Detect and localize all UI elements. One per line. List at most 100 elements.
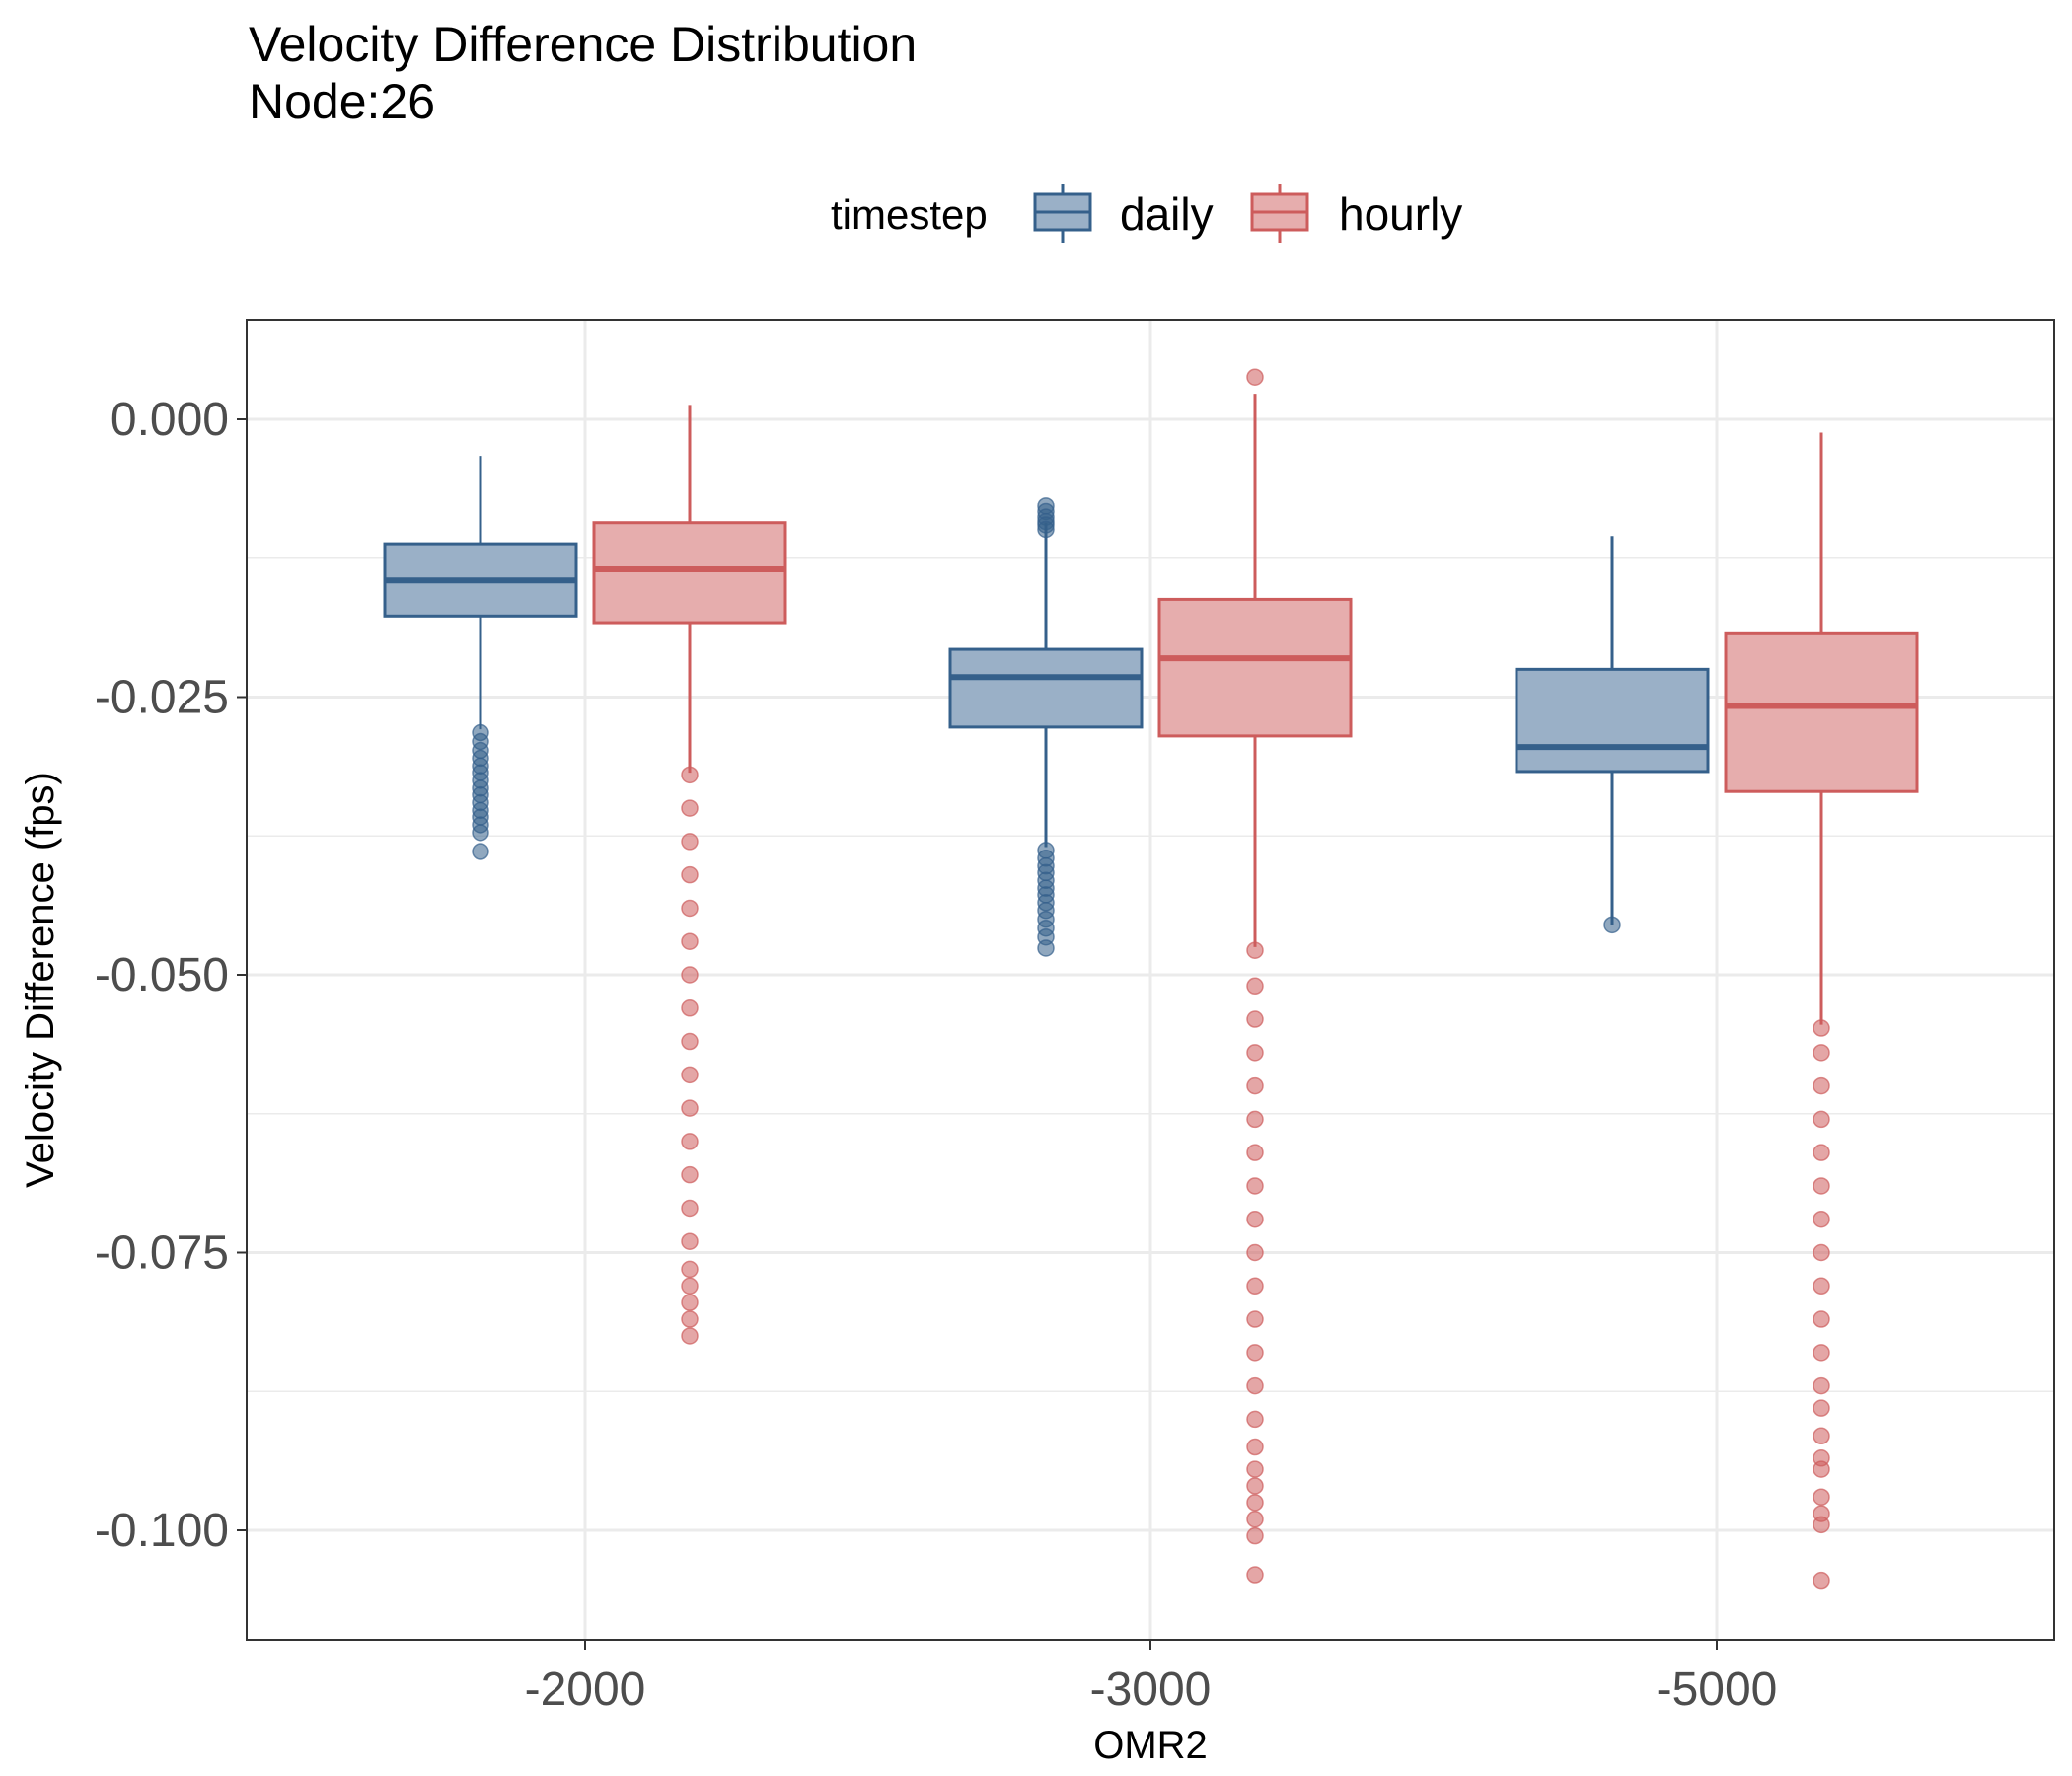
outlier-point (1246, 1438, 1264, 1456)
y-tick-label: -0.075 (95, 1227, 229, 1280)
outlier-point (1246, 1144, 1264, 1161)
outlier-point (1246, 941, 1264, 959)
y-tick-label: -0.050 (95, 949, 229, 1001)
outlier-point (1246, 1210, 1264, 1228)
box-iqr (948, 647, 1144, 729)
outlier-point (681, 1260, 699, 1279)
outlier-point (681, 833, 699, 851)
legend-key-hourly (1250, 184, 1309, 243)
x-tick-label: -2000 (525, 1664, 646, 1716)
x-axis-label: OMR2 (1093, 1724, 1208, 1767)
outlier-point (1246, 1010, 1264, 1028)
outlier-point (681, 766, 699, 784)
outlier-point (1246, 1177, 1264, 1195)
legend-key-daily (1033, 184, 1092, 243)
box-daily--3000 (948, 497, 1144, 957)
y-axis-label: Velocity Difference (fps) (19, 772, 62, 1188)
legend-label-daily: daily (1120, 188, 1214, 240)
x-axis: -2000 -3000 -5000 (525, 1640, 1778, 1716)
x-tick-label: -5000 (1657, 1664, 1778, 1716)
outlier-point (1246, 1510, 1264, 1528)
box-iqr (592, 521, 787, 625)
outlier-point (1246, 1277, 1264, 1295)
outlier-point (1246, 1376, 1264, 1395)
outlier-point (1813, 1427, 1830, 1445)
outlier-point (1246, 1044, 1264, 1062)
outlier-point (681, 1165, 699, 1184)
outlier-point (681, 1032, 699, 1051)
outlier-point (681, 1310, 699, 1328)
box-hourly--2000 (592, 405, 787, 1345)
outlier-point (1603, 916, 1621, 934)
outlier-point (1813, 1177, 1830, 1195)
outlier-point (1813, 1076, 1830, 1095)
outlier-point (1246, 1310, 1264, 1328)
outlier-point (681, 932, 699, 950)
chart-title: Velocity Difference Distribution (249, 17, 917, 72)
box-iqr (1724, 631, 1919, 793)
outlier-point (1246, 1410, 1264, 1429)
outlier-point (1813, 1488, 1830, 1506)
outlier-point (1246, 368, 1264, 386)
outlier-point (1813, 1210, 1830, 1228)
outlier-point (1813, 1044, 1830, 1062)
outlier-point (1246, 1566, 1264, 1584)
outlier-point (681, 1327, 699, 1345)
box-iqr (1157, 597, 1353, 738)
outlier-point (1813, 1277, 1830, 1295)
outlier-point (681, 899, 699, 918)
outlier-point (1246, 1460, 1264, 1478)
outlier-point (1813, 1310, 1830, 1328)
box-hourly--3000 (1157, 368, 1353, 1584)
panel (246, 319, 2055, 1641)
box-iqr (1515, 667, 1710, 774)
outlier-point (1037, 939, 1055, 957)
legend-label-hourly: hourly (1339, 188, 1462, 240)
outlier-point (1246, 1076, 1264, 1095)
outlier-point (1813, 1243, 1830, 1262)
x-tick-label: -3000 (1090, 1664, 1212, 1716)
outlier-point (1246, 1110, 1264, 1129)
outlier-point (681, 1133, 699, 1150)
box-daily--5000 (1515, 536, 1710, 934)
outlier-point (1037, 520, 1055, 539)
outlier-point (1813, 1144, 1830, 1161)
outlier-point (1246, 1243, 1264, 1262)
outlier-point (681, 1099, 699, 1117)
outlier-point (681, 1294, 699, 1311)
outlier-point (1813, 1460, 1830, 1478)
outlier-point (681, 1232, 699, 1250)
chart-subtitle: Node:26 (249, 74, 435, 129)
outlier-point (1813, 1110, 1830, 1129)
outlier-point (681, 865, 699, 884)
y-tick-label: -0.100 (95, 1505, 229, 1557)
legend: timestep daily hourly (831, 184, 1462, 243)
outlier-point (1813, 1399, 1830, 1417)
y-tick-label: -0.025 (95, 672, 229, 724)
y-tick-label: 0.000 (111, 394, 229, 446)
outlier-point (1246, 1344, 1264, 1362)
outlier-point (681, 1277, 699, 1295)
outlier-point (1813, 1376, 1830, 1395)
outlier-point (1813, 1571, 1830, 1590)
y-axis: 0.000 -0.025 -0.050 -0.075 -0.100 (95, 394, 247, 1557)
outlier-point (681, 1066, 699, 1084)
outlier-point (1246, 1526, 1264, 1545)
outlier-point (681, 799, 699, 817)
outlier-point (472, 843, 489, 860)
boxes (383, 368, 1919, 1590)
outlier-point (681, 999, 699, 1017)
box-hourly--5000 (1724, 432, 1919, 1590)
outlier-point (1246, 1477, 1264, 1495)
box-daily--2000 (383, 456, 578, 860)
outlier-point (681, 966, 699, 984)
outlier-point (1813, 1516, 1830, 1534)
outlier-point (472, 824, 489, 842)
legend-title: timestep (831, 191, 988, 238)
outlier-point (1246, 1494, 1264, 1512)
outlier-point (1813, 1344, 1830, 1362)
outlier-point (1813, 1019, 1830, 1037)
outlier-point (681, 1199, 699, 1218)
outlier-point (1246, 977, 1264, 996)
